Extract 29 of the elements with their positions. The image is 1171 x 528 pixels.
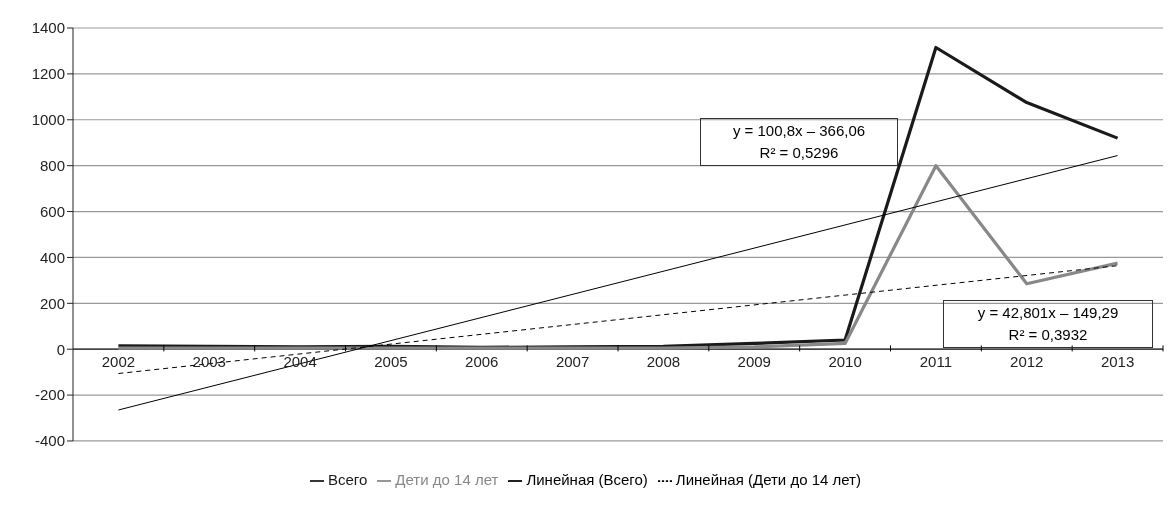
x-tick-label: 2006 — [465, 353, 499, 371]
legend-label: Линейная (Всего) — [526, 470, 648, 488]
y-tick-label: 800 — [39, 156, 65, 174]
x-tick-label: 2005 — [374, 353, 408, 371]
x-tick-label: 2003 — [192, 353, 226, 371]
legend-label: Всего — [328, 470, 368, 488]
x-tick-label: 2007 — [555, 353, 590, 371]
annotation: R² = 0,3932 — [1007, 325, 1089, 345]
y-tick-label: -400 — [34, 432, 65, 450]
x-tick-label: 2002 — [101, 353, 136, 371]
y-tick-label: 0 — [56, 340, 65, 358]
legend-label: Дети до 14 лет — [395, 470, 499, 488]
y-tick-label: 600 — [39, 202, 65, 220]
x-tick-label: 2012 — [1010, 353, 1044, 371]
y-tick-label: 1400 — [31, 19, 65, 37]
x-tick-label: 2008 — [646, 353, 681, 371]
legend-label: Линейная (Дети до 14 лет) — [675, 470, 861, 488]
annotation: y = 100,8x – 366,06 — [731, 121, 867, 141]
y-tick-label: 1000 — [31, 111, 65, 129]
y-tick-label: -200 — [34, 386, 65, 404]
y-tick-label: 400 — [39, 248, 65, 266]
y-tick-label: 1200 — [31, 65, 65, 83]
y-tick-label: 200 — [39, 294, 65, 312]
x-tick-label: 2010 — [828, 353, 862, 371]
annotation: R² = 0,5296 — [758, 143, 840, 163]
annotation: y = 42,801x – 149,29 — [976, 303, 1120, 323]
x-tick-label: 2013 — [1100, 353, 1135, 371]
x-tick-label: 2009 — [737, 353, 771, 371]
x-tick-label: 2011 — [919, 353, 953, 371]
